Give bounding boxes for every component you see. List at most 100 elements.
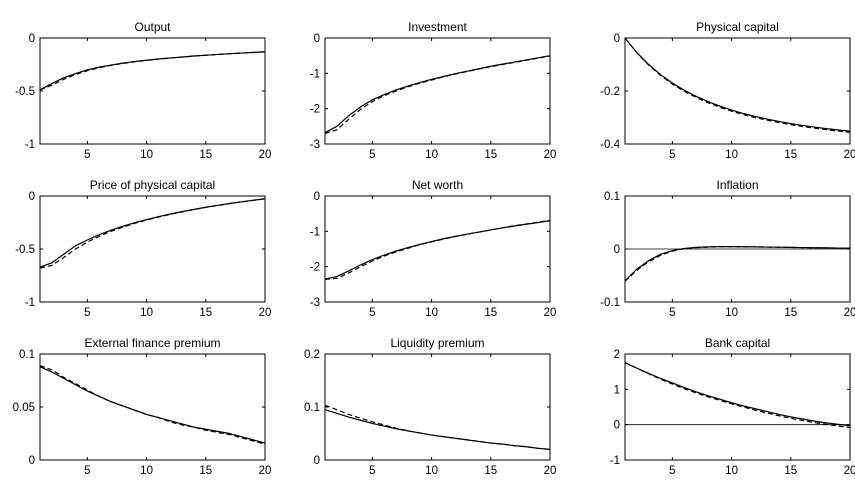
x-tick-label: 10 — [140, 307, 153, 319]
y-tick-label: 0.1 — [304, 402, 320, 414]
panel-title: Output — [134, 20, 171, 34]
series-line-solid — [324, 220, 551, 280]
series-line-solid — [39, 366, 266, 444]
y-tick-label: 2 — [614, 349, 620, 361]
y-tick-label: 0 — [29, 33, 35, 45]
x-tick-label: 20 — [259, 307, 272, 319]
series-line-dashed — [39, 198, 266, 269]
panel-bank-capital: Bank capital 5 10 15 20 -1 0 1 2 — [610, 336, 855, 477]
y-tick-label: 1 — [614, 384, 620, 396]
series-line-dashed — [324, 55, 551, 134]
x-tick-label: 5 — [84, 149, 90, 161]
y-tick-label: 0 — [29, 191, 35, 203]
x-tick-label: 10 — [425, 149, 438, 161]
series-line-solid — [324, 55, 551, 134]
x-tick-label: 20 — [259, 149, 272, 161]
series-line-dashed — [324, 404, 551, 450]
x-tick-label: 15 — [784, 465, 797, 477]
y-tick-label: 0.1 — [604, 191, 620, 203]
y-tick-label: -1 — [310, 68, 320, 80]
y-tick-label: 0.2 — [304, 349, 320, 361]
x-tick-label: 20 — [259, 465, 272, 477]
panel-investment: Investment 5 10 15 20 -3 -2 -1 0 — [310, 20, 557, 161]
x-tick-label: 5 — [369, 465, 375, 477]
x-tick-label: 5 — [669, 149, 675, 161]
series-line-dashed — [624, 361, 851, 429]
x-tick-label: 10 — [725, 465, 738, 477]
y-tick-label: 0 — [614, 33, 620, 45]
panel-physical-capital: Physical capital 5 10 15 20 -0.4 -0.2 0 — [600, 20, 855, 161]
y-tick-label: -1 — [610, 455, 620, 467]
x-tick-label: 5 — [669, 465, 675, 477]
axes-box — [39, 353, 266, 461]
x-tick-label: 10 — [725, 307, 738, 319]
y-tick-label: -0.5 — [15, 86, 35, 98]
series-line-dashed — [624, 246, 851, 282]
x-tick-label: 15 — [484, 307, 497, 319]
x-tick-label: 10 — [725, 149, 738, 161]
y-tick-label: -0.4 — [600, 139, 620, 151]
panel-inflation: Inflation 5 10 15 20 -0.1 0 0.1 — [600, 178, 855, 319]
x-tick-label: 20 — [544, 149, 557, 161]
panel-title: Physical capital — [696, 20, 779, 34]
axes-box — [324, 353, 551, 461]
x-tick-label: 10 — [425, 307, 438, 319]
series-line-solid — [39, 198, 266, 268]
panel-title: Investment — [408, 20, 467, 34]
series-line-solid — [624, 362, 851, 427]
panel-title: Liquidity premium — [390, 336, 484, 350]
panel-title: Inflation — [716, 178, 758, 192]
series-line-dashed — [39, 365, 266, 445]
y-tick-label: -3 — [310, 139, 320, 151]
x-tick-label: 15 — [784, 307, 797, 319]
y-tick-label: -1 — [310, 226, 320, 238]
y-tick-label: -0.2 — [600, 86, 620, 98]
y-tick-label: -0.1 — [600, 297, 620, 309]
series-line-dashed — [324, 219, 551, 280]
panel-title: External finance premium — [84, 336, 220, 350]
y-tick-label: 0 — [314, 455, 320, 467]
x-tick-label: 5 — [669, 307, 675, 319]
x-tick-label: 20 — [544, 465, 557, 477]
panel-external-finance-premium: External finance premium 5 10 15 20 0 0.05 0.1 — [13, 336, 272, 477]
y-tick-label: 0.1 — [19, 349, 35, 361]
y-tick-label: -1 — [25, 139, 35, 151]
series-line-solid — [624, 37, 851, 132]
x-tick-label: 20 — [844, 149, 855, 161]
x-tick-label: 15 — [199, 307, 212, 319]
x-tick-label: 20 — [544, 307, 557, 319]
y-tick-label: 0 — [314, 191, 320, 203]
axes-box — [39, 195, 266, 303]
x-tick-label: 5 — [369, 149, 375, 161]
series-line-solid — [624, 246, 851, 282]
axes-box — [324, 195, 551, 303]
x-tick-label: 15 — [484, 465, 497, 477]
y-tick-label: -3 — [310, 297, 320, 309]
panel-title: Price of physical capital — [90, 178, 215, 192]
x-tick-label: 5 — [84, 465, 90, 477]
y-tick-label: 0 — [29, 455, 35, 467]
axes-box — [624, 353, 851, 461]
axes-box — [324, 37, 551, 145]
y-tick-label: -2 — [310, 104, 320, 116]
x-tick-label: 5 — [369, 307, 375, 319]
x-tick-label: 5 — [84, 307, 90, 319]
y-tick-label: -0.5 — [15, 244, 35, 256]
panel-title: Bank capital — [705, 336, 770, 350]
x-tick-label: 10 — [140, 149, 153, 161]
panel-output: Output 5 10 15 20 -1 -0.5 0 — [15, 20, 271, 161]
x-tick-label: 10 — [425, 465, 438, 477]
y-tick-label: 0 — [614, 244, 620, 256]
series-line-dashed — [39, 51, 266, 91]
y-tick-label: 0 — [314, 33, 320, 45]
x-tick-label: 15 — [199, 149, 212, 161]
x-tick-label: 20 — [844, 307, 855, 319]
panel-title: Net worth — [412, 178, 463, 192]
y-tick-label: 0.05 — [13, 402, 35, 414]
series-line-solid — [39, 51, 266, 91]
series-line-solid — [324, 409, 551, 450]
x-tick-label: 15 — [199, 465, 212, 477]
y-tick-label: 0 — [614, 420, 620, 432]
panel-net-worth: Net worth 5 10 15 20 -3 -2 -1 0 — [310, 178, 557, 319]
